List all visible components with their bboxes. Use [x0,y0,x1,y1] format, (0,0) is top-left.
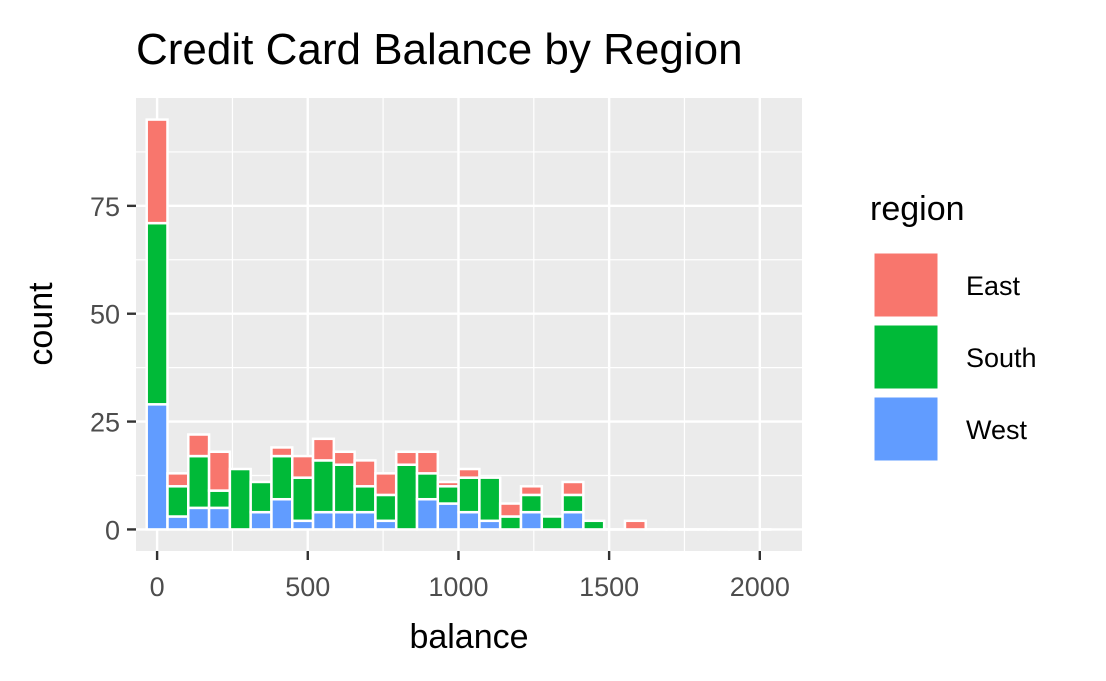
bar-south [311,459,336,514]
bar-east [291,454,315,479]
bar-south [415,472,440,501]
bar-west [436,502,460,531]
x-tick-label: 1000 [428,572,488,602]
bar-east [457,467,481,479]
bar-south [291,476,315,523]
bar-west [457,510,481,531]
bar-west [374,519,398,531]
bar-west [353,510,377,531]
x-tick-label: 2000 [730,572,790,602]
y-axis: 0 25 50 75 [90,192,136,545]
x-tick-label: 500 [285,572,330,602]
legend: region East South West [870,190,1037,464]
bar-east [332,450,356,466]
bar-south [582,519,606,531]
bar-east [415,450,440,475]
bar-south [166,485,190,518]
bar-west [519,510,544,531]
bar-east [498,502,523,518]
bar-south [498,515,523,531]
y-tick-label: 50 [90,300,120,330]
x-axis-title: balance [409,618,528,656]
bar-east [207,450,232,492]
bar-east [187,433,211,458]
bar-west [561,510,585,531]
bar-west [415,497,440,531]
legend-key-south [871,322,941,392]
bar-west [332,510,356,531]
bar-south [436,485,460,505]
bar-west [291,519,315,531]
bar-south [145,221,169,406]
bar-south [457,476,481,514]
bar-south [228,467,252,531]
bar-south [187,454,211,510]
bar-west [145,403,169,531]
legend-title: region [870,190,965,228]
legend-label-south: South [966,343,1037,373]
bar-east [166,472,190,488]
bar-south [394,463,419,531]
bar-south [249,480,273,514]
bar-east [394,450,419,466]
legend-items: East South West [871,250,1037,464]
y-axis-title: count [22,282,60,366]
bar-east [561,480,585,497]
bar-west [207,506,232,531]
bar-east [311,437,336,462]
bar-west [478,519,502,531]
bar-south [374,493,398,523]
bar-south [519,493,544,514]
legend-key-west [871,394,941,464]
bar-west [166,515,190,531]
legend-label-east: East [966,271,1021,301]
bar-south [540,515,564,531]
x-axis: 0 500 1000 1500 2000 [150,551,790,602]
bar-east [353,459,377,488]
bar-east [519,485,544,497]
x-tick-label: 1500 [579,572,639,602]
bar-west [187,506,211,531]
bar-south [332,463,356,514]
bar-south [353,485,377,514]
bar-south [270,454,294,501]
legend-key-east [871,250,941,320]
bar-south [561,493,585,514]
chart-title: Credit Card Balance by Region [136,25,743,74]
bar-east [623,519,647,531]
minor-gridlines [136,98,802,551]
x-tick-label: 0 [150,572,165,602]
bar-south [478,476,502,523]
y-tick-label: 25 [90,408,120,438]
bar-south [207,489,232,510]
y-tick-label: 0 [105,515,120,545]
bar-east [436,480,460,488]
bar-east [145,118,169,225]
histogram-bars [145,118,772,531]
legend-label-west: West [966,415,1028,445]
bar-west [311,510,336,531]
bar-west [270,497,294,531]
bar-east [270,446,294,458]
y-tick-label: 75 [90,192,120,222]
bar-east [374,472,398,497]
bar-west [249,510,273,531]
